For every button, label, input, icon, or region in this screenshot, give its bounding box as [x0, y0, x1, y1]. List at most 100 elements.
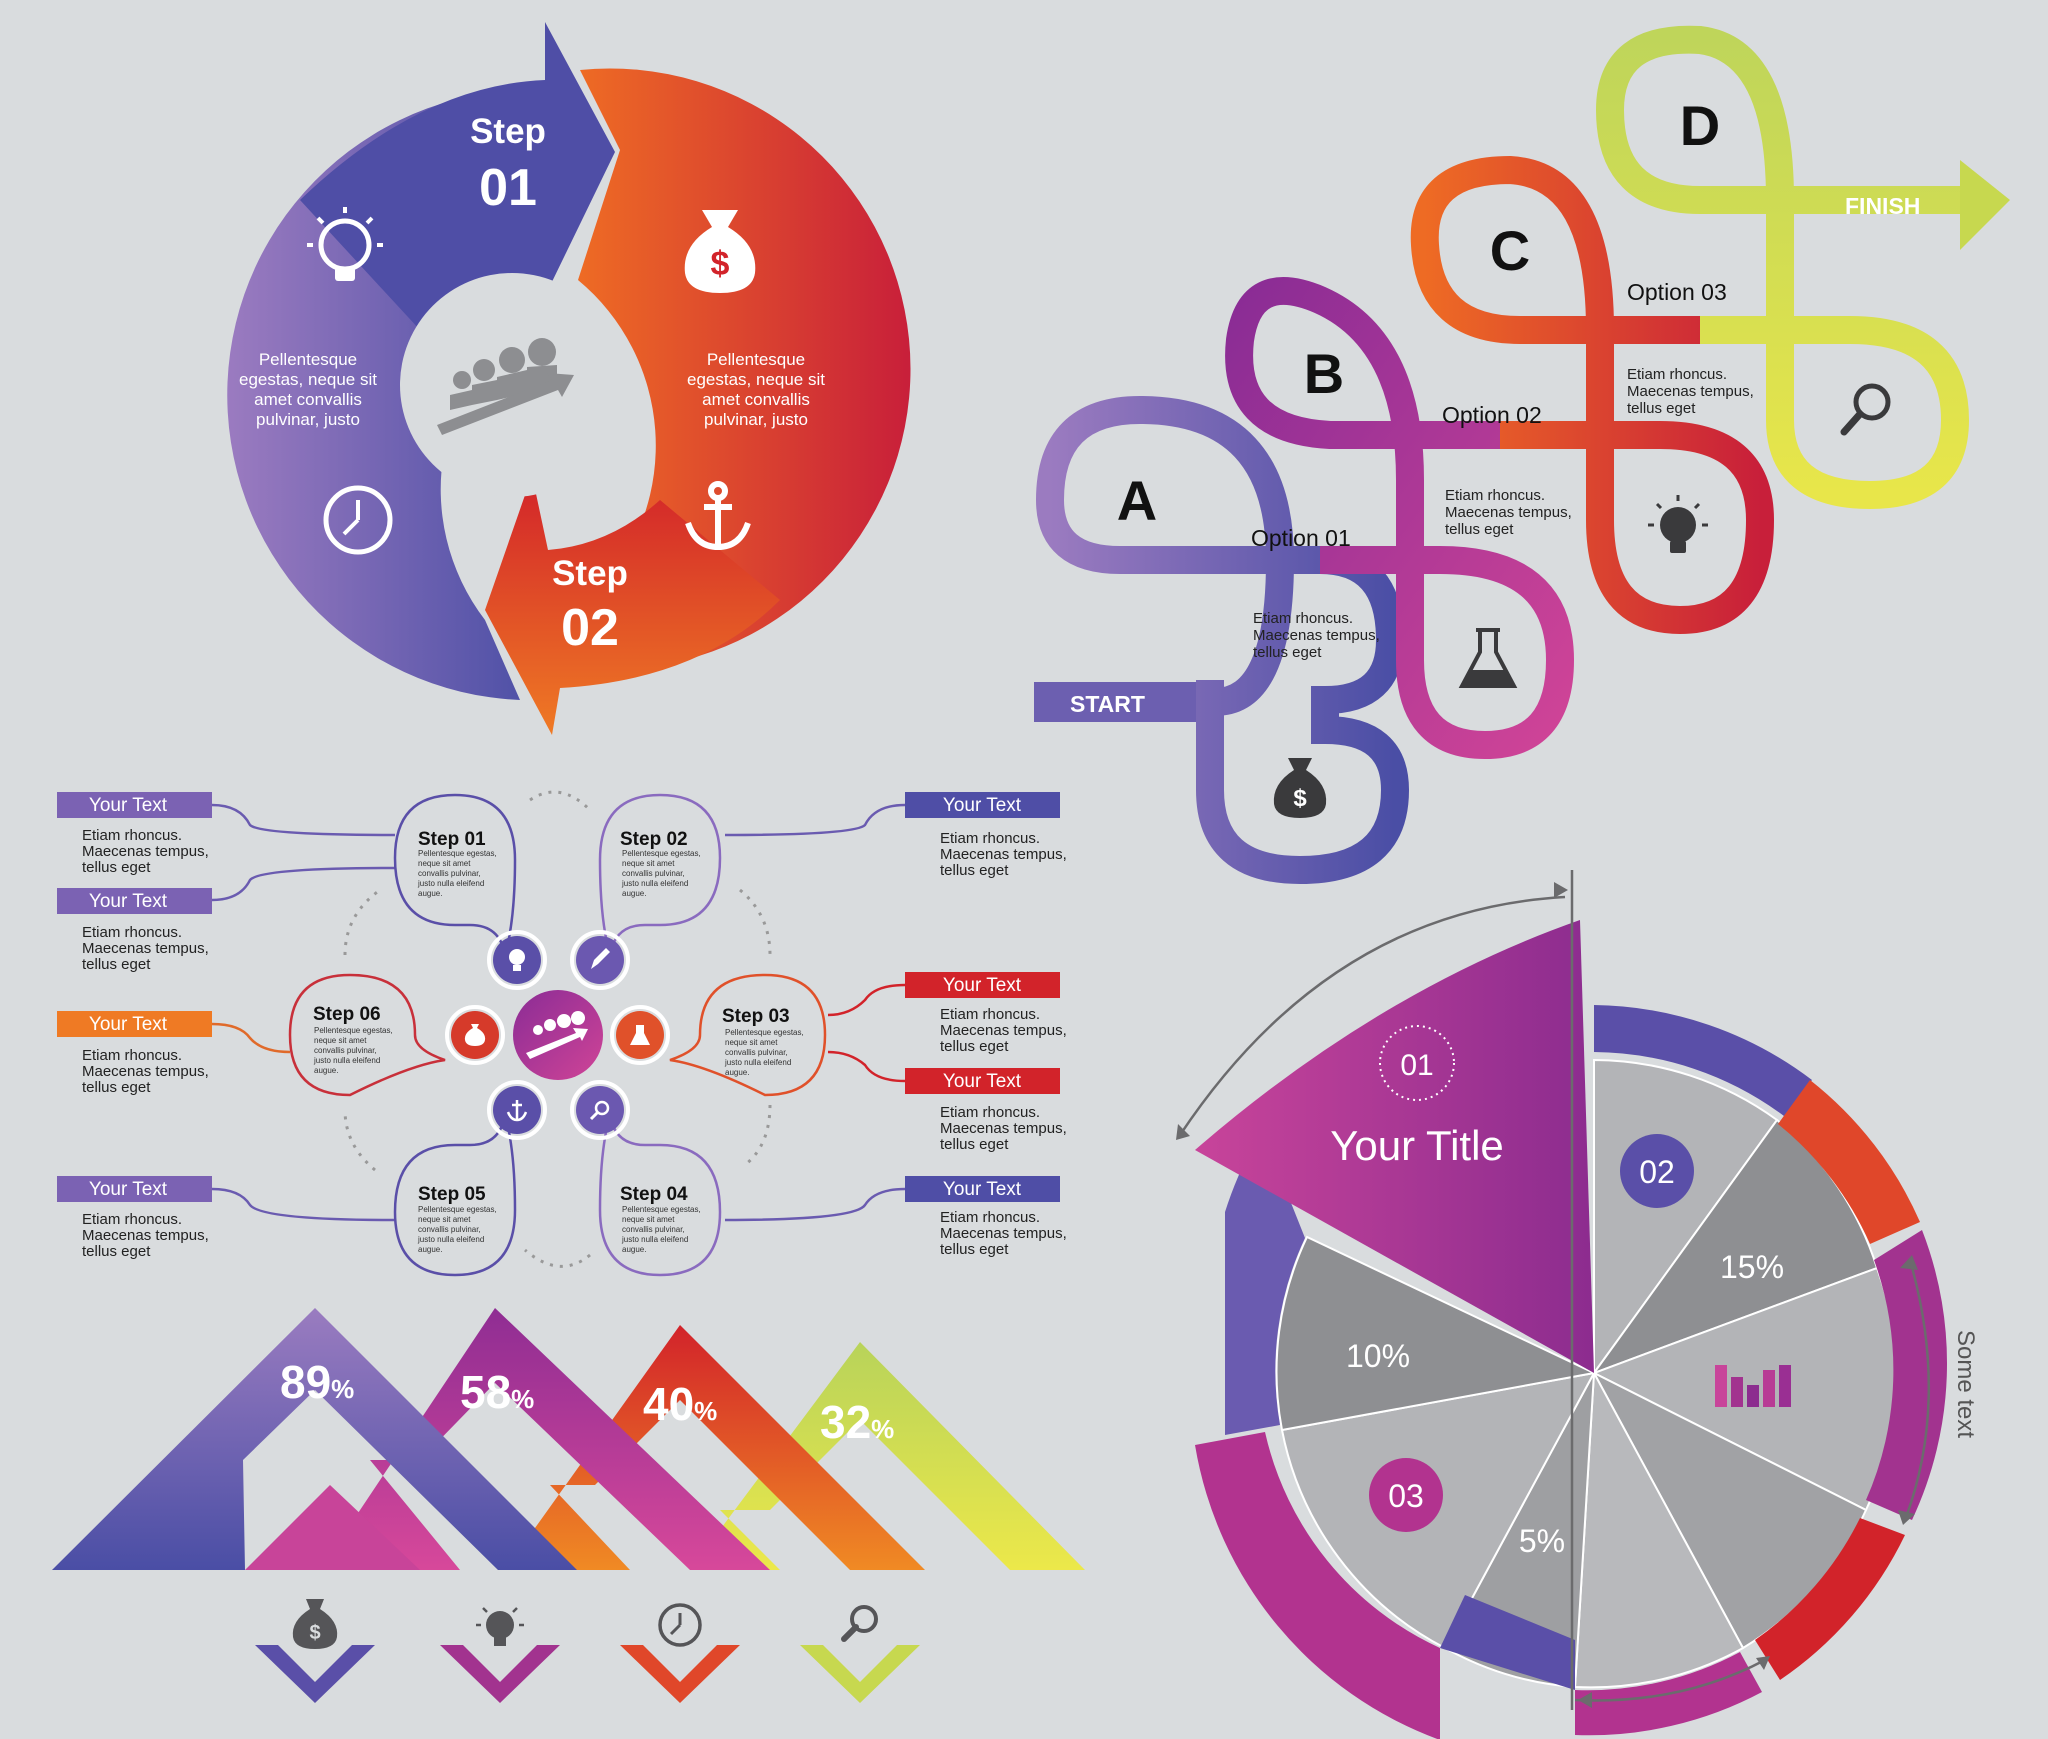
right-label-3: Your Text Etiam rhoncus. Maecenas tempus…	[905, 1068, 1067, 1153]
cycle-step1-num: 01	[479, 159, 537, 217]
arrow-head	[1578, 1692, 1592, 1708]
step-text-line: augue.	[622, 1245, 646, 1254]
cycle-left-text: Pellentesque egestas, neque sit amet con…	[239, 350, 377, 429]
step-text-line: convallis pulvinar,	[725, 1048, 788, 1057]
flower-diagram: Your Text Etiam rhoncus. Maecenas tempus…	[57, 790, 1067, 1277]
lightbulb-icon	[307, 207, 383, 281]
step-label: Step 04	[620, 1184, 688, 1205]
pie-arc-03	[1195, 1432, 1440, 1739]
step-text-line: justo nulla eleifend	[417, 879, 484, 888]
arrow-head	[1898, 1510, 1915, 1525]
label-text-line: tellus eget	[940, 1038, 1009, 1055]
loop-letter-d: D	[1680, 94, 1720, 157]
cycle-right-text-line: Pellentesque	[707, 350, 805, 369]
cycle-step1-word: Step	[470, 112, 546, 151]
step-text-line: augue.	[622, 889, 646, 898]
loop-text-line: Maecenas tempus,	[1627, 383, 1754, 400]
petal-step-04: Step 04	[598, 1114, 722, 1277]
mountain-value-1: 89%	[280, 1356, 354, 1408]
money-bag-icon: $	[1273, 758, 1327, 818]
label-text-line: Maecenas tempus,	[940, 1120, 1067, 1137]
pie-arc-violet	[1866, 1230, 1948, 1520]
step-text-line: justo nulla eleifend	[724, 1058, 791, 1067]
arrow-head	[1176, 1124, 1190, 1140]
inner-icons	[445, 930, 670, 1140]
petal-texts: Pellentesque egestas,neque sit ametconva…	[313, 849, 804, 1254]
loop-text-line: tellus eget	[1627, 400, 1696, 417]
pie-chart: 01 Your Title 02 03 15% 10% 5% Some text	[1176, 870, 1979, 1739]
label-text-line: tellus eget	[940, 862, 1009, 879]
start-bar	[1034, 682, 1199, 722]
step-label: Step 06	[313, 1004, 381, 1025]
lightbulb-icon	[476, 1607, 524, 1646]
right-label-1: Your Text Etiam rhoncus. Maecenas tempus…	[905, 792, 1067, 879]
label-text-line: tellus eget	[940, 1136, 1009, 1153]
cycle-bottom-arrow	[485, 475, 780, 735]
left-label-text: Your Text	[89, 1014, 168, 1035]
pie-slice	[1275, 1235, 1598, 1432]
flask-icon	[610, 1005, 670, 1065]
finish-label: FINISH	[1845, 193, 1920, 219]
mountain-4	[690, 1342, 1085, 1570]
chevron-down-icon	[800, 1645, 920, 1703]
pencil-icon	[570, 930, 630, 990]
option3-label: Option 03	[1627, 279, 1727, 305]
pie-value-10: 10%	[1346, 1338, 1410, 1374]
step-text-line: neque sit amet	[725, 1038, 778, 1047]
team-growth-icon	[437, 338, 574, 435]
clock-icon	[658, 1603, 702, 1647]
right-label-text: Your Text	[943, 1179, 1022, 1200]
label-text-line: Maecenas tempus,	[82, 1227, 209, 1244]
step-text-line: augue.	[725, 1068, 749, 1077]
step-text-line: Pellentesque egestas,	[314, 1026, 393, 1035]
step-text-line: convallis pulvinar,	[418, 1225, 481, 1234]
option1-label: Option 01	[1251, 525, 1351, 551]
svg-text:$: $	[1293, 785, 1307, 812]
label-text-line: tellus eget	[82, 956, 151, 973]
pie-badge-02	[1620, 1134, 1694, 1208]
flower-connectors	[211, 803, 906, 1222]
left-label-text: Your Text	[89, 1179, 168, 1200]
cycle-left-text-line: egestas, neque sit	[239, 370, 377, 389]
cycle-top-arrow	[300, 22, 615, 330]
chevron-down-icon	[255, 1645, 375, 1703]
left-label-3: Your Text Etiam rhoncus. Maecenas tempus…	[57, 1011, 212, 1096]
label-text-line: Maecenas tempus,	[82, 940, 209, 957]
money-bag-icon	[445, 1005, 505, 1065]
right-label-text: Your Text	[943, 1071, 1022, 1092]
label-text-line: Etiam rhoncus.	[82, 1211, 182, 1228]
loop-text-line: Etiam rhoncus.	[1445, 487, 1545, 504]
label-text-line: tellus eget	[82, 1079, 151, 1096]
pie-arc-orange	[1778, 1080, 1920, 1244]
petal-step-01: Step 01	[393, 793, 517, 956]
pie-label-03: 03	[1388, 1478, 1424, 1514]
pie-arc-02	[1594, 1005, 1812, 1116]
loop-text-line: Etiam rhoncus.	[1253, 610, 1353, 627]
cycle-right-text-line: amet convallis	[702, 390, 810, 409]
flask-icon	[1458, 628, 1518, 688]
loop-text-3: Etiam rhoncus. Maecenas tempus, tellus e…	[1627, 366, 1754, 417]
step-text-line: Pellentesque egestas,	[418, 1205, 497, 1214]
cycle-step2-word: Step	[552, 554, 628, 593]
step-label: Step 03	[722, 1006, 790, 1027]
loop-c	[1410, 155, 1775, 635]
left-label-1: Your Text Etiam rhoncus. Maecenas tempus…	[57, 792, 212, 876]
cycle-right-text-line: pulvinar, justo	[704, 410, 808, 429]
pie-value-15: 15%	[1720, 1249, 1784, 1285]
step-text-line: Pellentesque egestas,	[418, 849, 497, 858]
label-text-line: tellus eget	[82, 859, 151, 876]
finish-arrowhead	[1960, 160, 2010, 250]
petal-step-02: Step 02	[598, 793, 722, 956]
left-label-text: Your Text	[89, 891, 168, 912]
svg-text:$: $	[309, 1622, 320, 1644]
title-num-ring	[1379, 1025, 1455, 1101]
pie-slice	[1593, 1058, 1779, 1377]
option2-label: Option 02	[1442, 402, 1542, 428]
loop-text-line: Maecenas tempus,	[1253, 627, 1380, 644]
loop-b	[1225, 277, 1575, 760]
loop-text-line: Etiam rhoncus.	[1627, 366, 1727, 383]
label-text-line: Etiam rhoncus.	[82, 1047, 182, 1064]
petal-step-06: Step 06	[288, 973, 446, 1097]
label-text-line: Etiam rhoncus.	[940, 1104, 1040, 1121]
